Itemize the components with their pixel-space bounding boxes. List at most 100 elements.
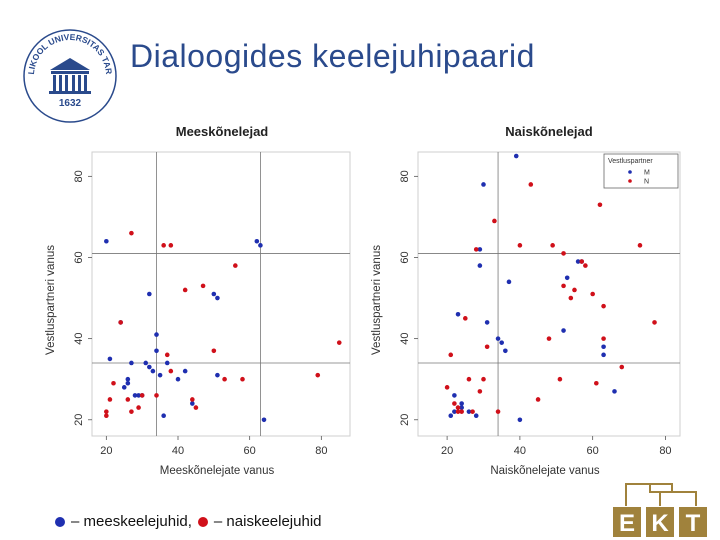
university-logo: TARTU ÜLIKOOL UNIVERSITAS TARTUENSIS 163… — [22, 28, 117, 123]
chart1-point-series2 — [211, 348, 217, 354]
chart1-point-series2 — [315, 372, 321, 378]
chart1-point-series2 — [129, 230, 134, 236]
chart2-point-series1 — [481, 182, 486, 187]
chart1-point-series1 — [258, 243, 263, 248]
chart2-point-series2 — [652, 320, 657, 325]
chart2-point-series2 — [568, 295, 574, 301]
chart2-point-series2 — [597, 202, 603, 208]
chart2-legend-marker — [628, 179, 632, 183]
chart2-point-series2 — [484, 344, 490, 350]
legend-red-text: – naiskeelejuhid — [213, 513, 322, 530]
chart1-point-series2 — [104, 413, 109, 419]
chart1-point-series1 — [215, 295, 220, 301]
chart1-point-series1 — [190, 401, 195, 406]
chart2-point-series2 — [477, 389, 483, 394]
chart1-point-series2 — [154, 393, 159, 398]
chart1-xtick-label: 40 — [172, 445, 184, 457]
chart2-point-series1 — [477, 247, 483, 252]
chart2-point-series1 — [517, 417, 523, 423]
chart2-xtick-label: 40 — [514, 445, 526, 457]
chart1-point-series1 — [261, 417, 267, 423]
chart2-legend-entry: N — [644, 179, 649, 186]
chart2-point-series2 — [561, 283, 566, 289]
chart1-point-series2 — [200, 283, 206, 289]
chart1-xtick-label: 20 — [100, 445, 112, 457]
chart1-ylabel: Vestluspartneri vanus — [45, 245, 57, 355]
chart1-point-series1 — [125, 376, 131, 382]
chart2-title: Naiskõnelejad — [505, 124, 592, 139]
chart2-point-series1 — [452, 393, 457, 398]
color-legend: – meeskeelejuhid, – naiskeelejuhid — [55, 513, 322, 530]
chart1-xtick-label: 80 — [315, 445, 327, 457]
chart2-point-series2 — [601, 336, 606, 341]
ekt-letter-k: K — [651, 510, 669, 537]
chart2-legend-title: Vestluspartner — [608, 158, 653, 165]
chart1-point-series1 — [154, 348, 159, 354]
chart1-point-series1 — [136, 393, 141, 398]
chart1-point-series2 — [125, 397, 131, 402]
chart1-point-series1 — [211, 291, 217, 297]
chart2-point-series1 — [575, 259, 581, 264]
chart2-point-series2 — [546, 336, 552, 341]
chart2-point-series1 — [455, 311, 461, 317]
chart1-point-series2 — [193, 405, 199, 410]
blue-dot-icon — [55, 516, 65, 527]
red-dot-icon — [197, 516, 208, 527]
ekt-logo: E K T — [613, 483, 707, 537]
chart2-point-series2 — [579, 259, 585, 264]
chart2-frame — [417, 151, 681, 437]
chart1-point-series1 — [154, 332, 159, 337]
chart2-point-series2 — [466, 376, 472, 382]
chart2-point-series2 — [572, 287, 577, 293]
chart2-point-series1 — [601, 344, 606, 350]
chart1-point-series2 — [168, 368, 174, 374]
chart1-point-series2 — [190, 397, 195, 402]
chart1-point-series1 — [215, 372, 220, 378]
chart1-point-series2 — [168, 243, 174, 248]
chart2-point-series2 — [528, 182, 534, 187]
chart1-group: Meeskõnelejad 20 40 60 80 20 40 60 80 Meeskõnelej… — [45, 124, 351, 477]
chart1-point-series1 — [254, 238, 260, 244]
slide-title: Dialoogides keelejuhipaarid — [130, 38, 535, 74]
chart2-point-series1 — [506, 279, 512, 285]
chart2-point-series1 — [484, 320, 490, 325]
chart2-point-series1 — [459, 401, 464, 406]
chart1-point-series2 — [222, 376, 227, 382]
chart2-point-series1 — [466, 409, 472, 414]
chart2-point-series1 — [477, 263, 483, 268]
chart1-ytick-label: 60 — [73, 251, 85, 263]
legend-blue-text: – meeskeelejuhid, — [71, 513, 192, 530]
chart2-legend-marker — [628, 170, 632, 174]
chart1-point-series1 — [132, 393, 138, 398]
chart1-point-series2 — [139, 393, 145, 398]
chart1-point-series2 — [233, 263, 238, 268]
chart2-point-series2 — [535, 397, 541, 402]
ekt-letter-t: T — [686, 510, 701, 537]
chart2-point-series2 — [594, 380, 599, 386]
chart2-point-series2 — [492, 218, 497, 224]
chart2-point-series1 — [513, 153, 519, 159]
chart1-point-series2 — [240, 376, 245, 382]
chart2-ylabel: Vestluspartneri vanus — [371, 245, 383, 355]
chart1-point-series1 — [147, 364, 152, 370]
chart2-point-series1 — [452, 409, 457, 414]
chart1-point-series1 — [129, 360, 134, 366]
chart2-point-series2 — [619, 364, 625, 370]
chart2-group: Naiskõnelejad 20 40 60 80 20 40 60 80 Naiskõnelej… — [371, 124, 681, 477]
chart1-point-series1 — [161, 413, 166, 419]
chart2-point-series2 — [583, 263, 588, 268]
chart1-point-series2 — [107, 397, 113, 402]
chart2-point-series1 — [503, 348, 508, 354]
logo-year: 1632 — [59, 98, 82, 109]
chart2-point-series2 — [455, 405, 461, 410]
chart1-xlabel: Meeskõnelejate vanus — [160, 465, 275, 477]
chart1-xtick-label: 60 — [244, 445, 256, 457]
chart2-ytick-label: 40 — [399, 333, 411, 345]
chart2-point-series1 — [495, 336, 501, 341]
chart2-point-series2 — [561, 251, 566, 256]
chart1-point-series2 — [164, 352, 170, 358]
chart1-point-series1 — [147, 291, 152, 297]
chart1-point-series2 — [129, 409, 134, 414]
